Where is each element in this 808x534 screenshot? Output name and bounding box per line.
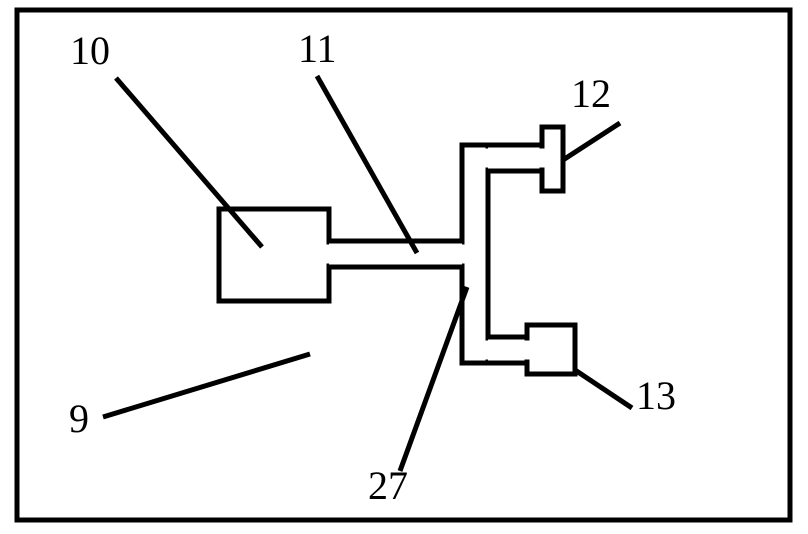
label-n10: 10 [70, 27, 110, 74]
diagram-svg [0, 0, 808, 534]
box-13 [527, 325, 575, 374]
label-n12: 12 [571, 70, 611, 117]
pipe-11-fill [329, 241, 462, 267]
label-n9: 9 [69, 395, 89, 442]
pipe-27-vertical [462, 145, 488, 363]
label-n27: 27 [368, 462, 408, 509]
diagram-root: 9 10 11 12 13 27 [0, 0, 808, 534]
pipe-13-arm-fill [488, 337, 527, 363]
label-n13: 13 [636, 372, 676, 419]
box-10 [219, 209, 329, 301]
label-n11: 11 [298, 25, 337, 72]
pipe-12-arm-fill [488, 145, 542, 171]
